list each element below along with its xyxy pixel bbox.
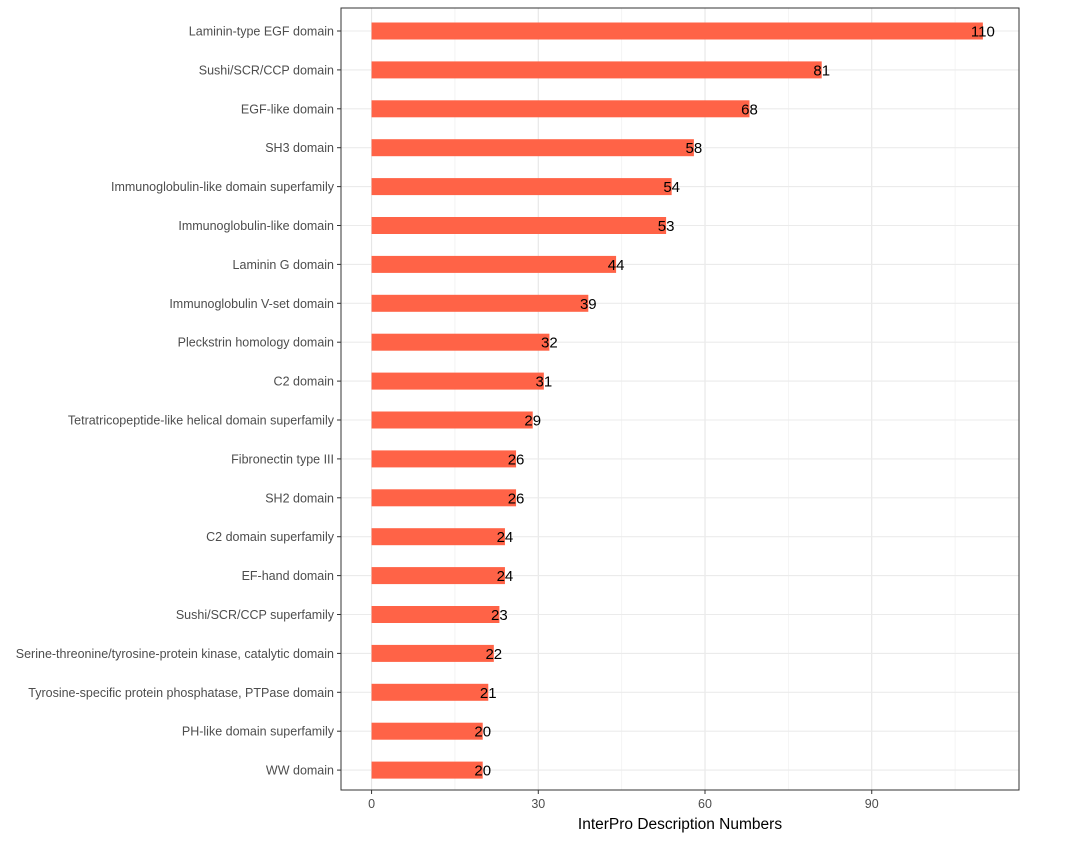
value-label: 53 [658,218,675,235]
bar [371,644,494,662]
value-label: 44 [608,257,625,274]
value-label: 58 [686,140,703,157]
category-label: EF-hand domain [242,569,334,583]
bar [371,683,489,701]
bar [371,489,517,507]
value-label: 23 [491,607,508,624]
bar [371,606,500,623]
category-label: SH3 domain [265,141,334,155]
value-label: 110 [971,24,995,41]
bar [371,333,550,351]
category-label: Tyrosine-specific protein phosphatase, P… [28,686,334,700]
bar [371,722,483,740]
category-label: C2 domain [274,375,334,389]
category-label: Laminin-type EGF domain [189,25,334,39]
x-tick-label: 90 [865,797,879,811]
value-label: 81 [813,62,830,79]
category-label: Sushi/SCR/CCP superfamily [176,608,335,622]
bars: 110 81 68 58 54 53 44 39 32 31 29 26 26 24 24 23 22 21 20 2… [371,22,995,780]
category-label: Fibronectin type III [231,452,334,466]
bar [371,100,750,118]
y-axis-ticks: Laminin-type EGF domain Sushi/SCR/CCP dom… [16,25,341,778]
category-label: EGF-like domain [241,102,334,116]
value-label: 26 [508,490,525,507]
category-label: C2 domain superfamily [206,530,335,544]
value-label: 31 [536,374,553,391]
value-label: 21 [480,685,497,702]
bar [371,528,505,546]
value-label: 24 [497,568,514,585]
bar [371,450,517,468]
bar [371,139,694,157]
category-label: SH2 domain [265,491,334,505]
category-label: Serine-threonine/tyrosine-protein kinase… [16,647,334,661]
value-label: 32 [541,335,558,352]
bar [371,411,533,429]
plot-panel-border [340,7,1020,791]
category-label: Immunoglobulin V-set domain [169,297,334,311]
bar [371,567,505,585]
value-label: 29 [524,413,541,430]
x-tick-label: 60 [698,797,712,811]
bar [371,255,617,273]
bar [371,294,589,312]
x-tick-label: 30 [531,797,545,811]
x-axis-ticks: 0 30 60 90 [368,790,879,811]
category-label: WW domain [266,764,334,778]
x-axis-title: InterPro Description Numbers [578,816,782,833]
bar [371,178,672,196]
bar [371,372,544,390]
category-label: Tetratricopeptide-like helical domain su… [68,414,335,428]
category-label: Laminin G domain [233,258,334,272]
bar [371,61,822,79]
bar [371,761,483,779]
category-label: Immunoglobulin-like domain [178,219,334,233]
value-label: 26 [508,451,525,468]
bar [371,22,983,40]
category-label: Pleckstrin homology domain [178,336,334,350]
value-label: 24 [497,529,514,546]
bar [371,217,667,234]
x-tick-label: 0 [368,797,375,811]
category-label: PH-like domain superfamily [182,725,335,739]
category-label: Sushi/SCR/CCP domain [199,63,334,77]
value-label: 39 [580,296,597,313]
value-label: 54 [663,179,680,196]
value-label: 22 [485,646,502,663]
category-label: Immunoglobulin-like domain superfamily [111,180,335,194]
value-label: 20 [474,724,491,741]
value-label: 20 [474,763,491,780]
value-label: 68 [741,101,758,118]
